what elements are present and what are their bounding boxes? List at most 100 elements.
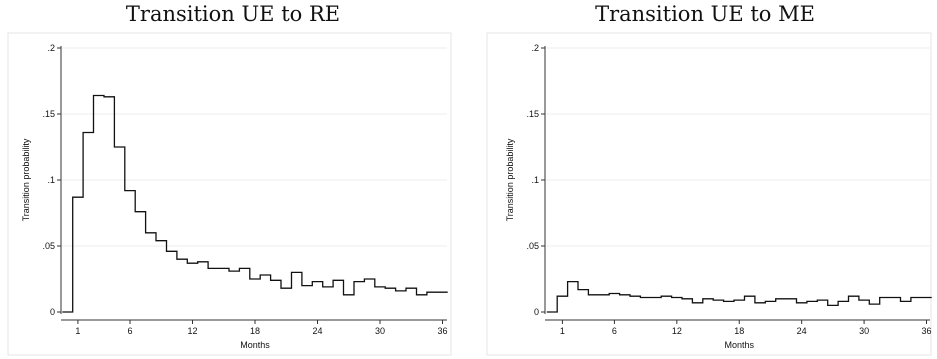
x-tick-label-right: 1 (560, 326, 565, 336)
data-point-right (883, 296, 886, 299)
x-axis-title-left: Months (240, 340, 270, 350)
data-point-left (149, 231, 152, 234)
data-point-left (139, 210, 142, 213)
data-point-right (582, 288, 585, 291)
data-point-right (634, 295, 637, 298)
data-point-left (254, 278, 257, 281)
data-point-left (233, 270, 236, 273)
x-axis-title-right: Months (724, 340, 754, 350)
x-tick-label-left: 36 (437, 326, 447, 336)
data-point-left (222, 267, 225, 270)
y-tick-label-left: .2 (47, 43, 55, 53)
data-point-right (655, 296, 658, 299)
data-point-right (623, 293, 626, 296)
data-point-left (420, 293, 423, 296)
plot-frame-left (7, 32, 452, 356)
data-point-left (243, 267, 246, 270)
data-point-left (358, 280, 361, 283)
x-tick-label-right: 30 (859, 326, 869, 336)
data-point-right (592, 293, 595, 296)
y-tick-label-left: 0 (50, 307, 55, 317)
data-point-right (717, 299, 720, 302)
data-point-left (191, 262, 194, 265)
y-tick-label-right: 0 (534, 307, 539, 317)
data-point-right (696, 301, 699, 304)
data-point-left (379, 285, 382, 288)
data-point-right (925, 296, 928, 299)
data-point-right (748, 295, 751, 298)
data-point-right (915, 296, 918, 299)
data-point-left (306, 284, 309, 287)
chart-title-right: Transition UE to ME (595, 2, 815, 26)
plot-frame-right (486, 32, 932, 356)
data-point-right (759, 301, 762, 304)
x-tick-label-right: 18 (734, 326, 744, 336)
data-point-left (274, 279, 277, 282)
data-point-right (603, 293, 606, 296)
data-point-right (675, 296, 678, 299)
data-point-left (326, 285, 329, 288)
data-point-left (97, 94, 100, 97)
x-tick-label-right: 6 (612, 326, 617, 336)
data-point-right (769, 300, 772, 303)
data-point-right (779, 297, 782, 300)
x-tick-label-left: 1 (75, 326, 80, 336)
data-point-right (873, 303, 876, 306)
data-point-right (551, 311, 554, 314)
y-tick-label-left: .15 (42, 109, 55, 119)
series-step-line-right (546, 280, 932, 313)
data-point-right (571, 280, 574, 283)
y-tick-label-right: .15 (526, 109, 539, 119)
data-point-left (160, 239, 163, 242)
data-point-right (842, 300, 845, 303)
chart-title-left: Transition UE to RE (125, 2, 341, 26)
y-tick-label-left: .1 (47, 175, 55, 185)
y-tick-label-left: .05 (42, 241, 55, 251)
data-point-left (118, 146, 121, 149)
data-point-left (264, 274, 267, 277)
data-point-left (347, 293, 350, 296)
data-point-left (431, 291, 434, 294)
x-tick-label-right: 24 (797, 326, 807, 336)
data-point-right (800, 301, 803, 304)
data-point-left (410, 287, 413, 290)
data-point-right (686, 297, 689, 300)
x-tick-label-left: 24 (312, 326, 322, 336)
data-point-left (76, 196, 79, 199)
data-point-left (368, 278, 371, 281)
data-point-right (831, 304, 834, 307)
data-point-right (727, 300, 730, 303)
y-axis-title-left: Transition probability (21, 138, 31, 221)
data-point-left (399, 289, 402, 292)
data-point-left (285, 287, 288, 290)
data-point-right (821, 299, 824, 302)
y-axis-title-right: Transition probability (505, 138, 515, 221)
data-point-right (561, 295, 564, 298)
data-point-left (337, 279, 340, 282)
data-point-right (613, 292, 616, 295)
data-point-right (644, 296, 647, 299)
x-tick-label-right: 36 (921, 326, 931, 336)
data-point-right (707, 297, 710, 300)
data-point-right (665, 295, 668, 298)
data-point-left (441, 291, 444, 294)
series-step-line-left (62, 94, 448, 313)
data-point-left (108, 95, 111, 98)
data-point-left (129, 189, 132, 192)
data-point-right (738, 299, 741, 302)
data-point-right (811, 300, 814, 303)
x-tick-label-left: 12 (187, 326, 197, 336)
data-point-left (212, 267, 215, 270)
y-tick-label-right: .05 (526, 241, 539, 251)
data-point-right (904, 300, 907, 303)
data-point-right (790, 297, 793, 300)
x-tick-label-right: 12 (672, 326, 682, 336)
data-point-left (316, 280, 319, 283)
data-point-left (201, 260, 204, 263)
data-point-left (181, 258, 184, 261)
data-point-right (852, 295, 855, 298)
data-point-left (87, 131, 90, 134)
data-point-left (389, 287, 392, 290)
data-point-right (894, 296, 897, 299)
